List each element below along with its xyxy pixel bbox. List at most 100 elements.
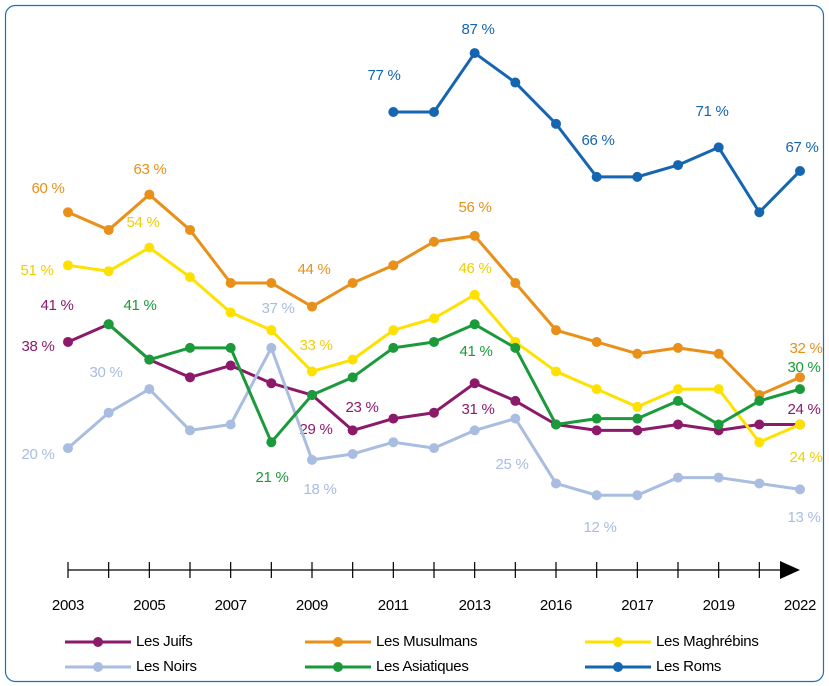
point [551,118,561,129]
point [673,395,683,406]
point [347,354,358,365]
point [307,301,317,312]
data-label: 41 % [460,343,493,360]
point [591,425,602,436]
point [307,390,317,401]
data-label: 44 % [298,261,331,278]
point [144,189,155,200]
x-tick-label: 2007 [215,597,247,614]
point [225,278,236,288]
data-label: 71 % [696,103,729,120]
point [795,372,805,383]
point [469,48,480,59]
point [591,171,602,182]
point [388,107,399,118]
point [591,384,602,395]
point [754,419,765,430]
point [551,325,561,336]
x-tick-label: 2003 [52,597,84,614]
point [185,425,195,436]
point [551,478,561,489]
data-label: 66 % [582,132,615,149]
x-tick-label: 2009 [296,597,328,614]
data-label: 77 % [368,67,401,84]
point [795,165,805,176]
legend-label: Les Juifs [136,633,193,650]
point [103,266,114,277]
point [632,171,643,182]
x-tick-label: 2017 [621,597,653,614]
point [103,319,114,330]
point [591,490,602,501]
point [266,378,277,389]
data-label: 41 % [124,297,157,314]
point [673,419,683,430]
point [795,384,805,395]
point [144,354,155,365]
point [632,425,643,436]
point [388,325,399,336]
point [144,242,155,253]
data-label: 25 % [496,456,529,473]
point [307,366,317,377]
point [225,419,236,430]
data-label: 37 % [262,300,295,317]
point [632,413,643,424]
point [225,360,236,371]
point [510,413,521,424]
data-label: 30 % [90,364,123,381]
point [469,425,480,436]
point [591,336,602,347]
x-tick-label: 2016 [540,597,572,614]
point [266,342,277,353]
point [63,207,73,218]
data-label: 51 % [21,262,54,279]
point [429,443,439,454]
legend-marker [613,662,623,672]
point [63,336,73,347]
point [673,342,683,353]
point [632,348,643,359]
point [551,419,561,430]
point [510,77,521,88]
point [429,236,439,247]
point [185,342,195,353]
data-label: 24 % [788,401,821,418]
x-tick-label: 2013 [459,597,491,614]
point [429,336,439,347]
data-label: 54 % [127,214,160,231]
legend-marker [93,637,103,647]
point [510,342,521,353]
point [673,472,683,483]
legend-marker [613,637,623,647]
x-tick-label: 2019 [703,597,735,614]
point [591,413,602,424]
point [510,278,521,288]
point [388,413,399,424]
data-label: 67 % [786,139,819,156]
point [266,437,277,448]
point [347,425,358,436]
point [347,448,358,459]
legend-label: Les Noirs [136,658,197,675]
data-label: 33 % [300,337,333,354]
point [754,207,765,218]
point [713,472,724,483]
point [713,348,724,359]
point [469,230,480,241]
point [388,260,399,271]
data-label: 12 % [584,519,617,536]
point [225,342,236,353]
point [754,478,765,489]
point [307,454,317,465]
point [347,278,358,288]
point [185,272,195,283]
point [266,325,277,336]
point [795,419,805,430]
data-label: 87 % [462,21,495,38]
point [347,372,358,383]
legend-label: Les Musulmans [376,633,477,650]
point [429,107,439,118]
point [469,289,480,300]
